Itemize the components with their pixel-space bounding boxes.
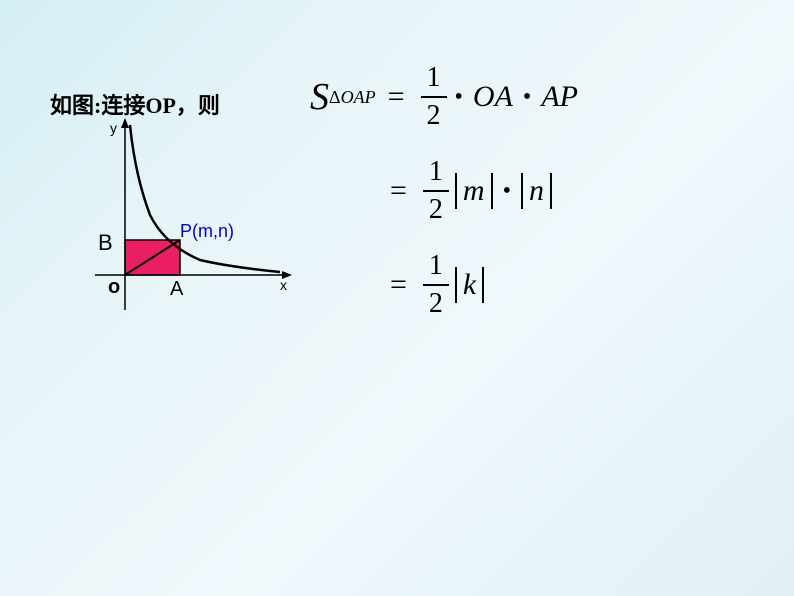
fraction-half-3: 1 2: [423, 248, 449, 322]
origin-label: o: [108, 276, 120, 298]
m-term: m: [463, 174, 485, 208]
equals-2: =: [390, 174, 407, 208]
abs-bar: [491, 173, 493, 209]
point-P-label: P(m,n): [180, 221, 234, 241]
y-axis-arrow: [121, 118, 129, 128]
fraction-half-2: 1 2: [423, 154, 449, 228]
coordinate-chart: y x o B A P(m,n): [80, 115, 300, 325]
dot-2: •: [523, 84, 531, 111]
dot-3: •: [503, 178, 511, 205]
formula-line-1: S ΔOAP = 1 2 • OA • AP: [310, 60, 770, 134]
formula-line-3: = 1 2 k: [378, 248, 770, 322]
formula-area: S ΔOAP = 1 2 • OA • AP = 1 2 m • n = 1: [310, 60, 770, 342]
equals-1: =: [388, 80, 405, 114]
AP-term: AP: [541, 80, 578, 114]
n-term: n: [529, 174, 544, 208]
point-A-label: A: [170, 278, 184, 300]
abs-bar: [455, 267, 457, 303]
equals-3: =: [390, 268, 407, 302]
abs-bar: [455, 173, 457, 209]
abs-bar: [550, 173, 552, 209]
point-B-label: B: [98, 230, 113, 255]
x-axis-label: x: [280, 277, 287, 293]
y-axis-label: y: [110, 120, 117, 136]
fraction-half-1: 1 2: [421, 60, 447, 134]
subscript-OAP: ΔOAP: [329, 87, 376, 108]
chart-svg: y x o B A P(m,n): [80, 115, 300, 325]
k-term: k: [463, 268, 476, 302]
abs-bar: [482, 267, 484, 303]
formula-line-2: = 1 2 m • n: [378, 154, 770, 228]
abs-bar: [521, 173, 523, 209]
OA-term: OA: [473, 80, 513, 114]
dot-1: •: [455, 84, 463, 111]
letter-S: S: [310, 75, 329, 119]
